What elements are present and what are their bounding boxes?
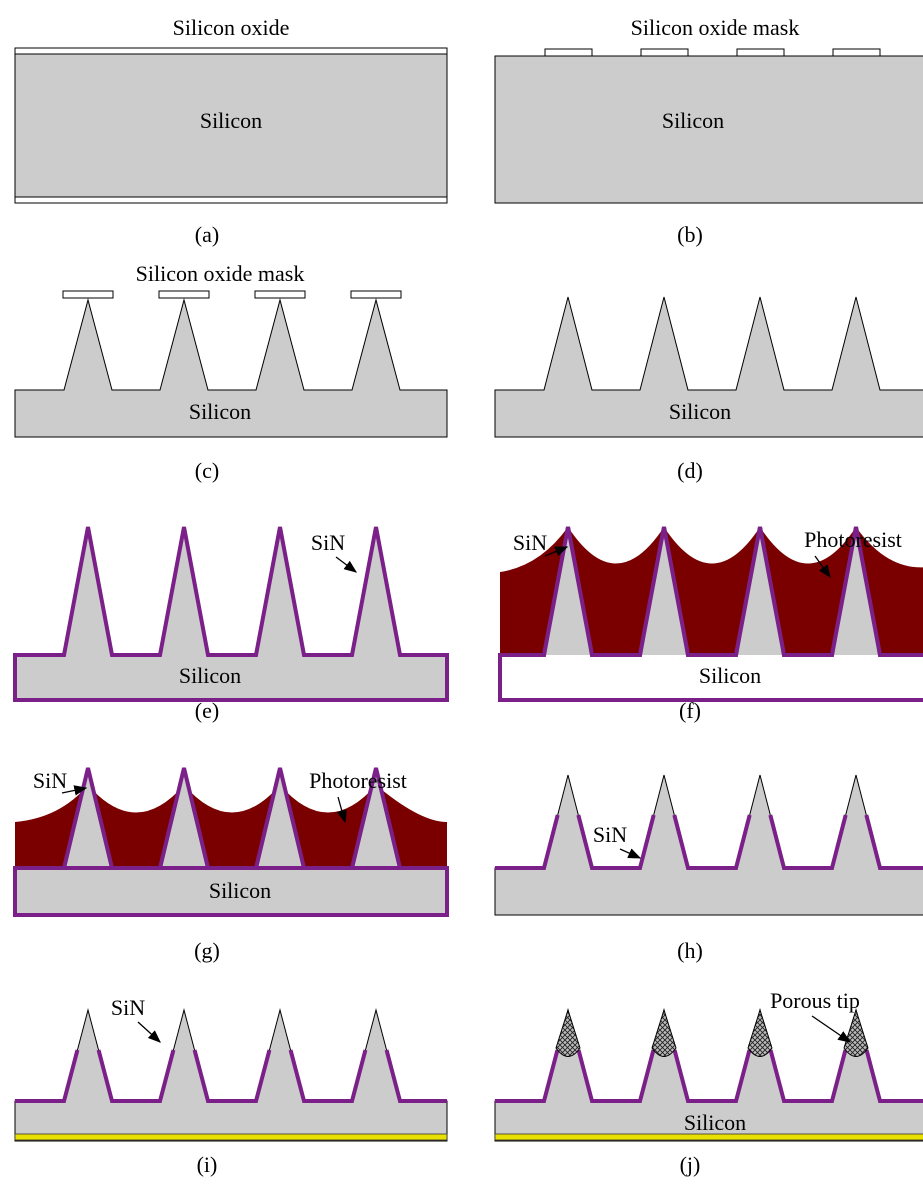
- oxide-mask: [737, 49, 784, 56]
- caption: (c): [195, 458, 219, 483]
- caption: (j): [680, 1152, 701, 1177]
- label: Silicon: [669, 399, 731, 424]
- label: SiN: [111, 995, 145, 1020]
- label: Silicon: [209, 878, 271, 903]
- silicon: [15, 1010, 447, 1141]
- arrow: [812, 1016, 850, 1042]
- oxide: [15, 48, 447, 54]
- porous-tip: [844, 1010, 868, 1057]
- label: SiN: [513, 530, 547, 555]
- caption: (i): [197, 1152, 218, 1177]
- metal-layer: [15, 1134, 447, 1140]
- oxide-mask: [159, 291, 209, 298]
- oxide-mask: [351, 291, 401, 298]
- label: Silicon: [684, 1110, 746, 1135]
- caption: (a): [195, 222, 219, 247]
- oxide-mask: [641, 49, 688, 56]
- arrow: [336, 557, 356, 572]
- caption: (g): [194, 938, 220, 963]
- label: Photoresist: [804, 527, 902, 552]
- porous-tip: [748, 1010, 772, 1057]
- porous-tip: [652, 1010, 676, 1057]
- oxide-mask: [833, 49, 880, 56]
- label: Porous tip: [770, 988, 860, 1013]
- caption: (e): [195, 698, 219, 723]
- label: Silicon: [662, 108, 724, 133]
- arrow: [620, 849, 640, 858]
- label: Silicon oxide: [173, 15, 290, 40]
- process-diagram: Silicon oxide Silicon (a) Silicon oxide …: [0, 0, 923, 1184]
- label: Silicon: [200, 108, 262, 133]
- oxide-mask: [63, 291, 113, 298]
- label: Silicon: [189, 399, 251, 424]
- caption: (h): [677, 938, 703, 963]
- silicon: [495, 775, 923, 915]
- porous-tip: [556, 1010, 580, 1057]
- caption: (f): [679, 698, 701, 723]
- label: Photoresist: [309, 768, 407, 793]
- label: Silicon: [179, 663, 241, 688]
- label: Silicon oxide mask: [631, 15, 800, 40]
- label: Silicon: [699, 663, 761, 688]
- label: SiN: [33, 768, 67, 793]
- shapes: [15, 48, 923, 1141]
- arrow: [138, 1022, 160, 1042]
- oxide-mask: [255, 291, 305, 298]
- label: Silicon oxide mask: [136, 261, 305, 286]
- caption: (b): [677, 222, 703, 247]
- oxide: [15, 197, 447, 203]
- label: SiN: [311, 530, 345, 555]
- caption: (d): [677, 458, 703, 483]
- label: SiN: [593, 822, 627, 847]
- oxide-mask: [545, 49, 592, 56]
